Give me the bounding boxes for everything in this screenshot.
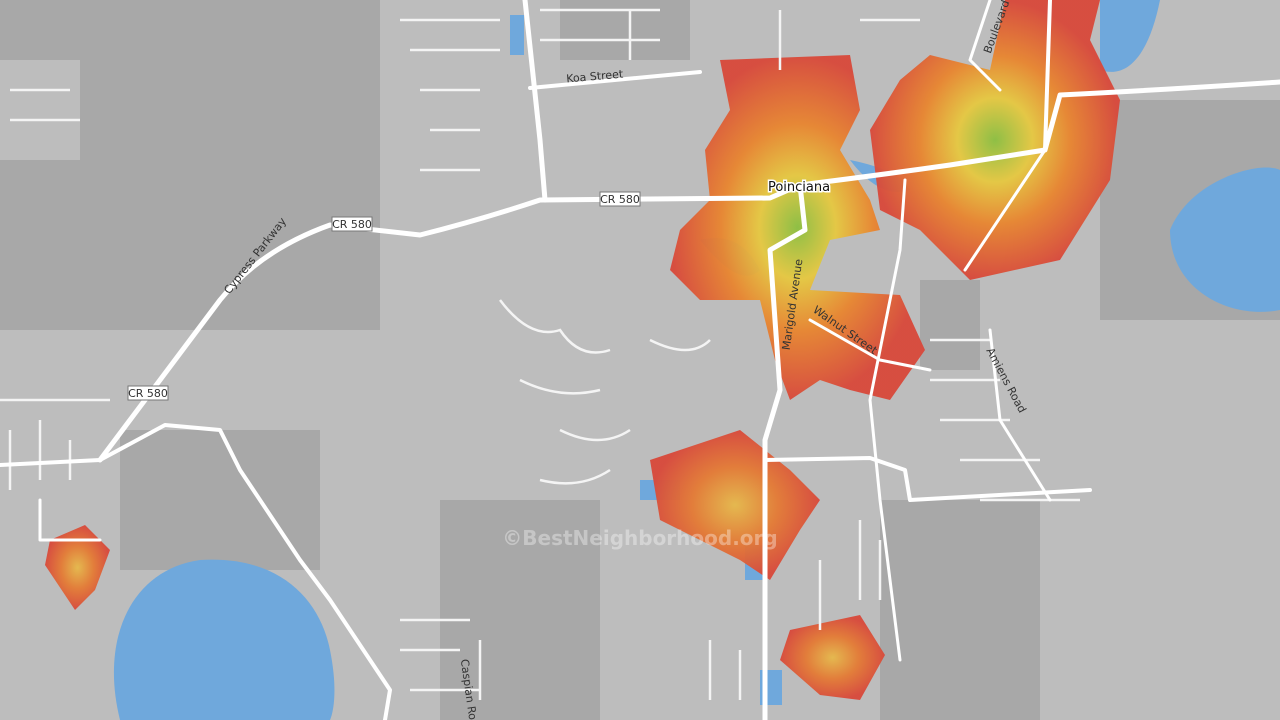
place-label: Poinciana bbox=[768, 180, 830, 195]
road-label: CR 580 bbox=[600, 193, 640, 206]
shield bbox=[127, 385, 169, 401]
road-label: CR 580 bbox=[332, 218, 372, 231]
road-label: Koa Street bbox=[566, 67, 625, 85]
minor-streets bbox=[0, 8, 1080, 700]
shield bbox=[599, 191, 641, 207]
shield bbox=[331, 216, 373, 232]
road-label: CR 580 bbox=[128, 387, 168, 400]
heat-layer bbox=[45, 0, 1120, 700]
watermark: ©BestNeighborhood.org bbox=[502, 526, 777, 550]
